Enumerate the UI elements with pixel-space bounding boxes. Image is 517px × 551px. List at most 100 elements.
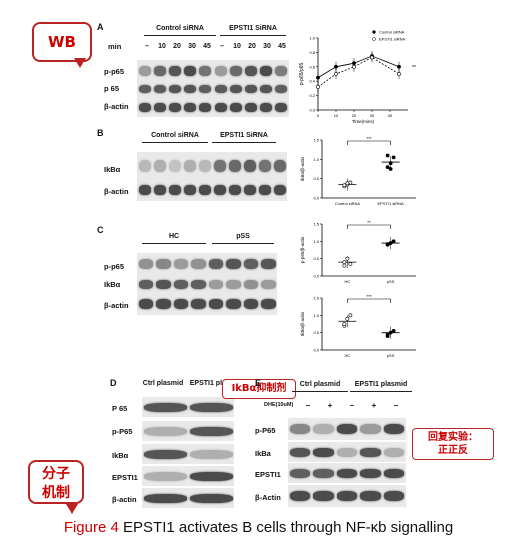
blot-band	[290, 469, 311, 478]
dhe-sign: +	[322, 401, 338, 410]
data-point	[343, 261, 346, 264]
panel-d-row-label: p-P65	[112, 428, 132, 436]
category-label: pSS	[387, 353, 395, 358]
blot-band	[199, 103, 211, 112]
panel-e-row-label: β-Actin	[255, 494, 281, 502]
blot-band	[209, 280, 224, 289]
blot-band	[229, 160, 241, 173]
x-tick-label: 0	[317, 113, 320, 118]
mechanism-callout-tail	[66, 504, 78, 514]
blot-strip	[142, 397, 234, 417]
panel-label-c: C	[97, 225, 104, 235]
mechanism-callout-line2: 机制	[30, 484, 82, 503]
blot-band	[290, 491, 311, 501]
blot-band	[360, 424, 381, 434]
blot-band	[275, 66, 287, 76]
blot-band	[290, 424, 311, 434]
blot-strip	[137, 60, 289, 82]
blot-band	[226, 299, 241, 309]
series-line	[318, 56, 399, 78]
data-point	[392, 329, 395, 332]
y-tick-label: 0.0	[313, 274, 319, 279]
significance-bracket	[347, 299, 390, 303]
data-point	[346, 182, 349, 185]
y-tick-label: 1.5	[313, 222, 319, 227]
blot-band	[199, 66, 211, 76]
y-axis-label: IkBα/β-actin	[300, 157, 305, 181]
blot-band	[156, 259, 171, 269]
panel-d-row-label: β-actin	[112, 496, 137, 504]
y-axis-label: p-p65/β-actin	[300, 236, 305, 263]
panel-e-group2: EPSTI1 plasmid	[350, 381, 412, 388]
blot-band	[337, 491, 358, 501]
blot-band	[184, 66, 196, 76]
lane-label: –	[140, 43, 154, 50]
panel-e-dhe-label: DHE(10uM)	[264, 403, 293, 409]
data-point	[397, 72, 400, 75]
category-label: HC	[344, 279, 350, 284]
lane-label: 30	[185, 43, 199, 50]
panel-d-row-label: P 65	[112, 405, 127, 413]
panel-label-a: A	[97, 22, 104, 32]
blot-band	[190, 427, 233, 436]
blot-band	[144, 403, 187, 412]
blot-band	[337, 424, 358, 434]
blot-band	[184, 103, 196, 112]
blot-band	[184, 160, 196, 173]
data-point	[346, 317, 349, 320]
blot-band	[191, 259, 206, 269]
panel-c-group1: HC	[142, 233, 206, 240]
blot-band	[261, 280, 276, 289]
y-tick-label: 0.0	[309, 108, 315, 113]
blot-band	[169, 185, 181, 195]
blot-strip	[137, 274, 277, 294]
ikba-hc-pss-scatter: 0.0 0.5 1.0 1.5 IkBα/β-actin HC pSS ***	[296, 290, 438, 364]
blot-band	[260, 66, 272, 76]
lane-label: 45	[200, 43, 214, 50]
x-tick-label: 40	[388, 113, 393, 118]
pp65-hc-pss-scatter: 0.0 0.5 1.0 1.5 p-p65/β-actin HC pSS **	[296, 216, 438, 290]
data-point	[397, 65, 400, 68]
blot-band	[199, 185, 211, 195]
data-point	[389, 167, 392, 170]
blot-band	[156, 299, 171, 309]
lane-label: –	[215, 43, 229, 50]
data-point	[392, 240, 395, 243]
panel-label-e: E	[255, 378, 261, 388]
blot-band	[169, 103, 181, 112]
blot-strip	[137, 293, 277, 315]
category-label: pSS	[387, 279, 395, 284]
blot-band	[244, 299, 259, 309]
panel-b-group1: Control siRNA	[142, 132, 208, 139]
legend-marker	[373, 38, 376, 41]
y-tick-label: 0.0	[313, 348, 319, 353]
data-point	[386, 333, 389, 336]
y-tick-label: 1.0	[313, 313, 319, 318]
y-tick-label: 1.0	[313, 239, 319, 244]
data-point	[386, 243, 389, 246]
blot-band	[384, 491, 405, 501]
blot-band	[190, 450, 233, 459]
blot-band	[191, 299, 206, 309]
rescue-callout-line1: 回复实验：	[413, 431, 493, 444]
rescue-callout: 回复实验： 正正反	[412, 428, 494, 460]
panel-b-row-label: IkBα	[104, 166, 120, 174]
panel-label-d: D	[110, 378, 117, 388]
blot-band	[139, 160, 151, 173]
y-tick-label: 1.5	[313, 296, 319, 301]
significance-bracket	[347, 225, 390, 229]
blot-strip	[288, 418, 406, 440]
blot-band	[154, 160, 166, 173]
blot-band	[139, 280, 154, 289]
lane-label: 20	[170, 43, 184, 50]
panel-e-row-label: p-P65	[255, 427, 275, 435]
data-point	[343, 322, 346, 325]
blot-band	[156, 280, 171, 289]
blot-band	[230, 103, 242, 112]
blot-strip	[288, 485, 406, 507]
blot-band	[229, 185, 241, 195]
panel-c-group1-line	[142, 243, 206, 244]
rescue-callout-line2: 正正反	[413, 444, 493, 457]
blot-band	[313, 491, 334, 501]
y-tick-label: 0.5	[313, 176, 319, 181]
